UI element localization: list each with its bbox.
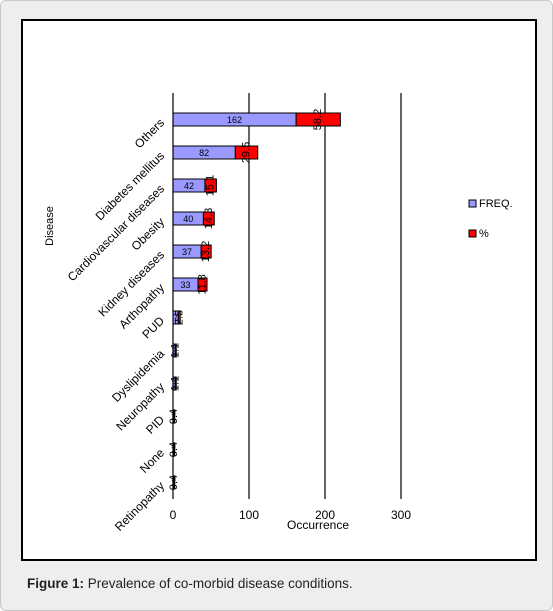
legend-swatch: [468, 229, 477, 238]
data-label-pct: 58.2: [312, 109, 324, 130]
bar-pct: [234, 145, 259, 160]
data-label-pct: 15.1: [205, 175, 217, 196]
bars-layer: [172, 112, 341, 490]
data-label-pct: 2.5: [173, 310, 185, 325]
x-tick-label: 100: [239, 508, 259, 522]
data-label-pct: 0.4: [168, 442, 180, 457]
data-label-freq: 7: [173, 313, 178, 323]
data-label-pct: 14.3: [203, 208, 215, 229]
x-tick-label: 200: [315, 508, 335, 522]
data-label-pct: 13.2: [200, 241, 212, 262]
bar-pct: [174, 343, 177, 358]
x-tick-label: 0: [170, 508, 177, 522]
bar-pct: [173, 409, 176, 424]
data-label-freq: 82: [199, 148, 209, 158]
bar-pct: [202, 211, 215, 226]
data-label-pct: 0.4: [168, 475, 180, 490]
data-label-pct: 29.5: [241, 142, 253, 163]
data-label-freq: 33: [181, 280, 191, 290]
bar-pct: [295, 112, 341, 127]
bar-pct: [174, 376, 177, 391]
figure-caption: Figure 1: Prevalence of co-morbid diseas…: [27, 576, 537, 591]
data-label-freq: 3: [172, 379, 177, 389]
legend-swatch: [468, 199, 477, 208]
grid-layer: [248, 93, 402, 499]
labels-layer: 162 58.282 29.542 15.140 14.337 13.233 11.872.…: [168, 109, 324, 490]
x-axis-title: Occurrence: [287, 518, 349, 532]
legend: FREQ.%: [468, 198, 513, 240]
y-category-label: None: [137, 445, 167, 475]
data-label-pct: 11.8: [197, 274, 209, 295]
caption-label: Figure 1:: [27, 576, 85, 591]
data-label-freq: 162: [227, 115, 242, 125]
caption-text: Prevalence of co-morbid disease conditio…: [87, 576, 353, 591]
legend-label: %: [479, 228, 489, 240]
bar-pct: [200, 244, 212, 259]
data-label-freq: 3: [172, 346, 177, 356]
bar-pct: [197, 277, 208, 292]
bar-pct: [177, 310, 181, 325]
bar-pct: [173, 442, 176, 457]
data-label-freq: 42: [184, 181, 194, 191]
y-category-label: PID: [143, 412, 167, 436]
y-axis-title: Disease: [44, 206, 56, 246]
bar-chart: 162 58.282 29.542 15.140 14.337 13.233 11.872.…: [44, 93, 513, 534]
data-label-pct: 0.4: [168, 409, 180, 424]
y-category-label: PUD: [139, 313, 167, 341]
data-label-freq: 40: [183, 214, 193, 224]
y-category-label: Retinopathy: [112, 479, 167, 534]
data-label-pct: 1.1: [170, 343, 182, 358]
x-tick-label: 300: [391, 508, 411, 522]
bar-pct: [204, 178, 217, 193]
data-label-pct: 1.1: [170, 376, 182, 391]
y-category-label: Others: [132, 116, 167, 151]
legend-label: FREQ.: [479, 198, 513, 210]
chart-frame: 162 58.2 82 29.5 42 15.1 40 14.3 37 13.2 33 11.8 7 2.…: [21, 19, 537, 561]
bar-pct: [173, 475, 176, 490]
data-label-freq: 37: [182, 247, 192, 257]
